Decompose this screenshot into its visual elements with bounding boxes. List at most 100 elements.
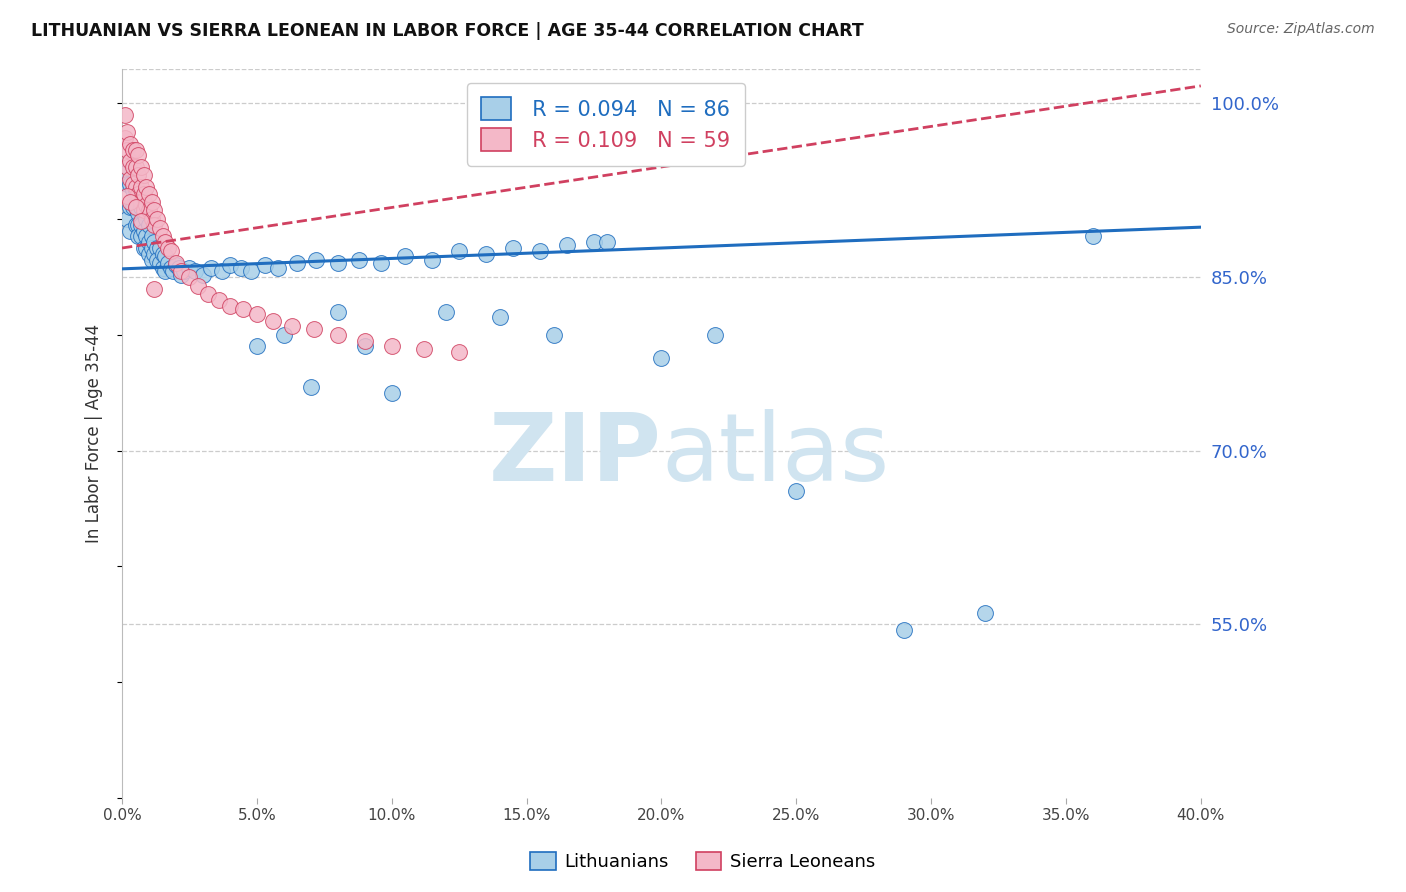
Point	[117, 125, 139, 139]
Point	[156, 256, 179, 270]
Point	[127, 189, 149, 203]
Point	[152, 260, 174, 275]
Point	[121, 183, 143, 197]
Legend:   R = 0.094   N = 86,   R = 0.109   N = 59: R = 0.094 N = 86, R = 0.109 N = 59	[467, 83, 745, 166]
Point	[200, 260, 222, 275]
Point	[127, 218, 149, 232]
Point	[488, 310, 510, 325]
Point	[420, 252, 443, 267]
Point	[149, 256, 172, 270]
Point	[138, 247, 160, 261]
Point	[124, 179, 146, 194]
Point	[121, 178, 143, 192]
Point	[129, 229, 152, 244]
Point	[121, 160, 143, 174]
Point	[127, 168, 149, 182]
Point	[132, 206, 155, 220]
Point	[141, 241, 163, 255]
Point	[159, 260, 181, 275]
Point	[117, 160, 139, 174]
Point	[179, 269, 201, 284]
Point	[529, 244, 551, 259]
Point	[127, 148, 149, 162]
Point	[120, 171, 142, 186]
Point	[262, 314, 284, 328]
Point	[114, 166, 136, 180]
Point	[143, 202, 166, 217]
Point	[120, 224, 142, 238]
Point	[141, 229, 163, 244]
Point	[153, 249, 176, 263]
Point	[173, 264, 195, 278]
Point	[124, 218, 146, 232]
Text: ZIP: ZIP	[488, 409, 661, 501]
Point	[135, 179, 157, 194]
Point	[167, 260, 190, 275]
Point	[138, 202, 160, 217]
Point	[135, 229, 157, 244]
Point	[132, 202, 155, 217]
Point	[253, 259, 276, 273]
Point	[281, 318, 304, 333]
Point	[650, 351, 672, 365]
Point	[121, 143, 143, 157]
Point	[124, 201, 146, 215]
Point	[219, 259, 242, 273]
Point	[305, 252, 328, 267]
Point	[135, 212, 157, 227]
Point	[129, 194, 152, 209]
Point	[153, 235, 176, 250]
Point	[179, 260, 201, 275]
Point	[273, 327, 295, 342]
Point	[197, 287, 219, 301]
Point	[149, 241, 172, 255]
Point	[267, 260, 290, 275]
Point	[211, 264, 233, 278]
Point	[129, 160, 152, 174]
Point	[132, 224, 155, 238]
Point	[326, 304, 349, 318]
Point	[381, 339, 404, 353]
Point	[135, 198, 157, 212]
Point	[302, 322, 325, 336]
Point	[170, 268, 193, 282]
Point	[117, 189, 139, 203]
Point	[353, 339, 375, 353]
Point	[129, 218, 152, 232]
Point	[394, 249, 416, 263]
Point	[143, 247, 166, 261]
Point	[153, 264, 176, 278]
Point	[143, 281, 166, 295]
Point	[138, 186, 160, 201]
Point	[114, 108, 136, 122]
Point	[124, 143, 146, 157]
Point	[326, 327, 349, 342]
Point	[785, 484, 807, 499]
Point	[232, 302, 254, 317]
Legend: Lithuanians, Sierra Leoneans: Lithuanians, Sierra Leoneans	[523, 845, 883, 879]
Point	[117, 143, 139, 157]
Point	[555, 237, 578, 252]
Point	[146, 241, 169, 255]
Point	[121, 201, 143, 215]
Point	[543, 327, 565, 342]
Point	[502, 241, 524, 255]
Point	[381, 385, 404, 400]
Point	[141, 252, 163, 267]
Point	[159, 244, 181, 259]
Point	[349, 252, 371, 267]
Point	[240, 264, 263, 278]
Point	[129, 214, 152, 228]
Point	[135, 241, 157, 255]
Point	[449, 345, 471, 359]
Point	[132, 168, 155, 182]
Point	[246, 339, 269, 353]
Point	[475, 247, 498, 261]
Point	[187, 279, 209, 293]
Point	[165, 256, 187, 270]
Point	[893, 623, 915, 637]
Point	[353, 334, 375, 348]
Point	[974, 606, 997, 620]
Point	[143, 218, 166, 232]
Point	[370, 256, 392, 270]
